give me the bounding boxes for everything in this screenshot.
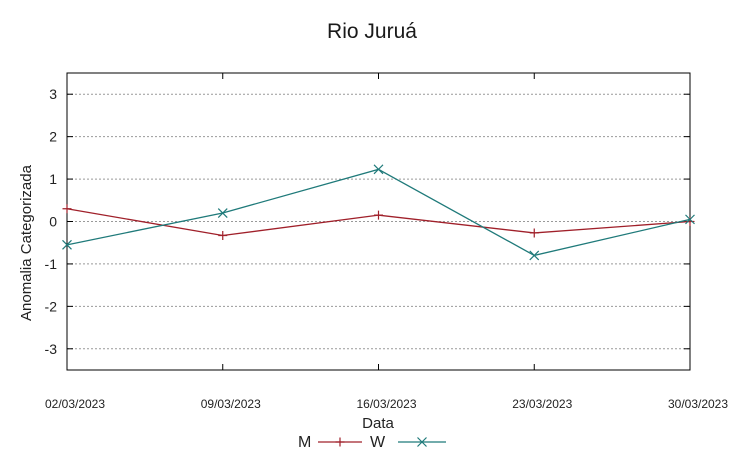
y-axis: 3 2 1 0 -1 -2 -3 bbox=[45, 86, 690, 357]
data-point bbox=[218, 231, 228, 241]
data-point bbox=[62, 239, 72, 250]
y-tick-label: -2 bbox=[45, 298, 58, 314]
x-axis-label: Data bbox=[362, 415, 394, 432]
data-point bbox=[62, 204, 72, 214]
y-axis-label: Anomalia Categorizada bbox=[18, 164, 35, 321]
data-point bbox=[217, 208, 228, 218]
legend-label: M bbox=[298, 434, 311, 451]
legend-marker bbox=[417, 437, 427, 447]
chart-title: Rio Juruá bbox=[327, 20, 417, 43]
y-tick-label: 0 bbox=[49, 214, 57, 230]
data-point bbox=[529, 250, 540, 261]
data-point bbox=[685, 214, 695, 225]
data-point bbox=[685, 217, 695, 226]
series-W bbox=[62, 164, 695, 261]
series-layer bbox=[62, 164, 695, 261]
x-tick-label: 30/03/2023 bbox=[668, 397, 728, 411]
y-tick-label: 3 bbox=[49, 86, 57, 102]
legend-entry-W: W bbox=[370, 434, 446, 451]
y-tick-label: 2 bbox=[49, 129, 57, 145]
legend-marker bbox=[335, 437, 345, 447]
legend-entry-M: M bbox=[298, 434, 362, 451]
data-point bbox=[373, 164, 384, 175]
x-tick-label: 16/03/2023 bbox=[356, 397, 416, 411]
x-tick-label: 23/03/2023 bbox=[512, 397, 572, 411]
y-tick-label: 1 bbox=[49, 171, 57, 187]
y-tick-label: -1 bbox=[45, 256, 58, 272]
x-axis: 02/03/2023 09/03/2023 16/03/2023 23/03/2023… bbox=[45, 73, 728, 411]
legend-label: W bbox=[370, 434, 386, 451]
data-point bbox=[529, 228, 539, 238]
x-tick-label: 02/03/2023 bbox=[45, 397, 105, 411]
x-tick-label: 09/03/2023 bbox=[201, 397, 261, 411]
grid bbox=[67, 93, 690, 350]
data-point bbox=[374, 210, 383, 220]
y-tick-label: -3 bbox=[45, 341, 58, 357]
series-M bbox=[62, 204, 695, 241]
